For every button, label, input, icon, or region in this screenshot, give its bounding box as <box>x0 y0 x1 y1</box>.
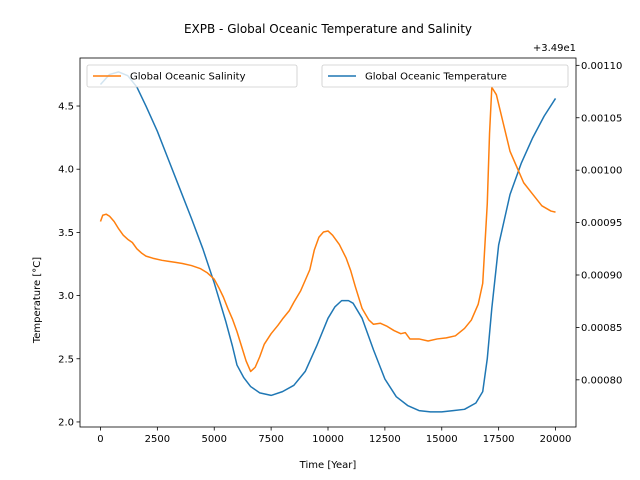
x-axis-label: Time [Year] <box>299 460 357 471</box>
series-line-salinity <box>99 86 556 373</box>
y-axis-label: Temperature [°C] <box>32 257 43 344</box>
y2-tick-label: 0.00095 <box>581 218 622 229</box>
x-tick-label: 12500 <box>369 434 401 445</box>
x-tick-label: 2500 <box>145 434 170 445</box>
y-tick-label: 4.5 <box>58 102 74 113</box>
legend-salinity-label: Global Oceanic Salinity <box>130 72 246 83</box>
y-tick-label: 2.0 <box>58 417 74 428</box>
axes-layer: 0 2500 5000 7500 10000 12500 15000 17500 20000 2.… <box>58 57 622 445</box>
series-line-temperature <box>99 71 557 413</box>
legend-temperature-label: Global Oceanic Temperature <box>365 72 507 83</box>
x-tick-label: 15000 <box>426 434 458 445</box>
y2-offset-label: +3.49e1 <box>533 43 576 54</box>
y2-tick-label: 0.00100 <box>581 166 622 177</box>
x-tick-label: 5000 <box>202 434 227 445</box>
legend-temperature-frame <box>321 64 569 88</box>
y2-tick-label: 0.00085 <box>581 323 622 334</box>
x-tick-label: 7500 <box>258 434 283 445</box>
legend-salinity-frame <box>86 64 298 88</box>
legend-salinity: Global Oceanic Salinity <box>86 64 298 88</box>
legend-layer: Global Oceanic Salinity Global Oceanic Te… <box>86 64 569 88</box>
y2-tick-label: 0.00090 <box>581 270 622 281</box>
x-tick-label: 10000 <box>312 434 344 445</box>
y2-tick-label: 0.00105 <box>581 113 622 124</box>
y-tick-label: 4.0 <box>58 165 74 176</box>
chart-title: EXPB - Global Oceanic Temperature and Sa… <box>184 22 472 36</box>
series-layer <box>99 71 557 413</box>
y2-tick-label: 0.00110 <box>581 61 622 72</box>
y-tick-label: 3.0 <box>58 291 74 302</box>
y2-tick-label: 0.00080 <box>581 375 622 386</box>
x-tick-label: 17500 <box>483 434 515 445</box>
y-tick-label: 3.5 <box>58 228 74 239</box>
y-tick-label: 2.5 <box>58 354 74 365</box>
legend-temperature: Global Oceanic Temperature <box>321 64 569 88</box>
x-tick-label: 20000 <box>540 434 572 445</box>
x-tick-label: 0 <box>97 434 103 445</box>
